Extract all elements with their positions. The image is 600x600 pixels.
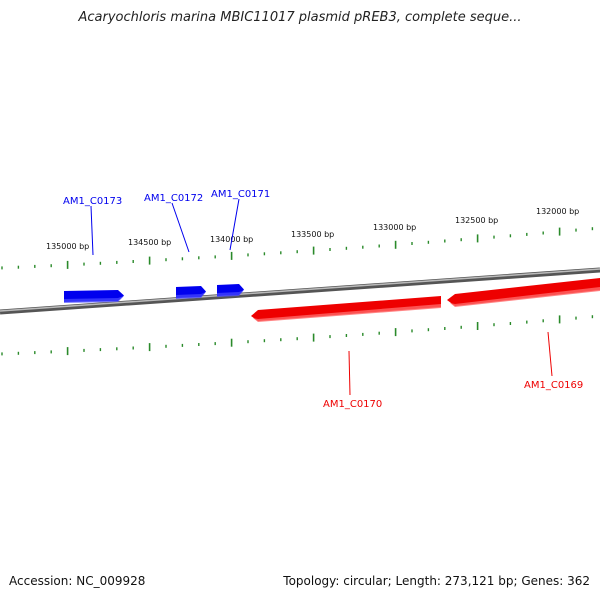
tick-label-132000: 132000 bp [536,207,579,216]
gene-label-am1-c0171[interactable]: AM1_C0171 [211,189,270,200]
leader-am1-c0170 [348,350,351,396]
gene-am1-c0170[interactable] [251,296,441,322]
gene-label-am1-c0170[interactable]: AM1_C0170 [323,399,382,410]
gene-am1-c0172[interactable] [176,286,206,299]
gene-label-am1-c0169[interactable]: AM1_C0169 [524,380,583,391]
plasmid-backbone [0,267,600,315]
leader-am1-c0171 [229,198,240,251]
tick-label-135000: 135000 bp [46,242,89,251]
map-title: Acaryochloris marina MBIC11017 plasmid p… [78,10,522,25]
lower-tick-row [1,315,594,356]
leader-am1-c0173 [90,205,94,256]
tick-label-133000: 133000 bp [373,223,416,232]
gene-label-am1-c0173[interactable]: AM1_C0173 [63,196,122,207]
tick-label-132500: 132500 bp [455,216,498,225]
upper-tick-row [1,227,594,270]
leader-am1-c0172 [171,202,190,253]
gene-am1-c0171[interactable] [217,284,244,297]
summary-text: Topology: circular; Length: 273,121 bp; … [283,574,590,588]
gene-am1-c0169[interactable] [447,278,600,307]
tick-label-134500: 134500 bp [128,238,171,247]
gene-label-am1-c0172[interactable]: AM1_C0172 [144,193,203,204]
accession-text: Accession: NC_009928 [9,574,146,588]
plasmid-backbone-highlight [0,268,600,312]
tick-label-133500: 133500 bp [291,230,334,239]
tick-labels: 135000 bp 134500 bp 134000 bp 133500 bp … [46,207,579,251]
gene-am1-c0173[interactable] [64,290,124,303]
leader-am1-c0169 [547,331,553,377]
